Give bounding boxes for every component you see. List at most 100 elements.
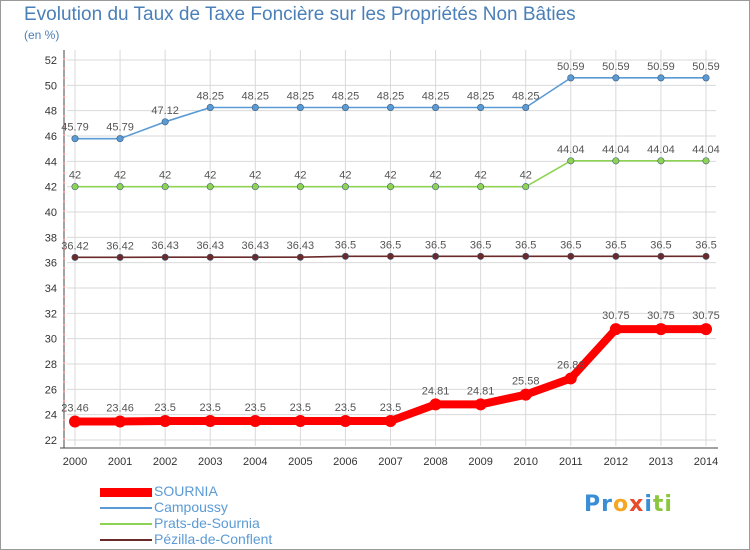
data-point-campoussy [341,104,349,112]
data-label-pezilla-de-conflent: 36.42 [61,240,89,252]
data-point-pezilla-de-conflent [341,252,349,260]
legend-swatch-sournia [100,488,152,497]
x-tick-label: 2002 [153,456,177,468]
data-point-sournia [294,415,307,427]
data-label-prats-de-sournia: 42 [159,170,171,182]
y-tick-label: 26 [45,384,57,396]
data-point-pezilla-de-conflent [612,252,620,260]
data-point-sournia [159,415,172,427]
proxiti-logo: Proxiti [584,492,673,517]
data-label-pezilla-de-conflent: 36.43 [287,240,315,252]
data-label-pezilla-de-conflent: 36.5 [560,239,581,251]
data-label-pezilla-de-conflent: 36.5 [605,239,626,251]
legend-swatch-pezilla-de-conflent [100,539,152,541]
x-tick-label: 2007 [378,456,402,468]
data-point-campoussy [206,104,214,112]
data-point-prats-de-sournia [432,183,440,191]
x-tick-label: 2012 [604,456,628,468]
data-label-pezilla-de-conflent: 36.5 [425,239,446,251]
data-label-campoussy: 50.59 [647,61,675,73]
data-point-prats-de-sournia [71,183,79,191]
data-point-prats-de-sournia [567,157,575,165]
data-label-prats-de-sournia: 44.04 [647,144,675,156]
data-label-sournia: 30.75 [602,310,630,322]
data-label-pezilla-de-conflent: 36.5 [695,239,716,251]
data-label-sournia: 30.75 [647,310,675,322]
chart-title: Evolution du Taux de Taxe Foncière sur l… [24,4,576,25]
data-label-pezilla-de-conflent: 36.42 [106,240,134,252]
legend-swatch-campoussy [100,507,152,509]
data-label-campoussy: 48.25 [196,91,224,103]
logo-letter: t [652,492,665,517]
data-point-sournia [339,415,352,427]
data-point-prats-de-sournia [341,183,349,191]
logo-letter: x [629,492,645,517]
data-point-pezilla-de-conflent [116,253,124,261]
series-lines [69,74,712,428]
data-label-pezilla-de-conflent: 36.43 [151,240,179,252]
y-tick-label: 34 [45,283,57,295]
y-tick-label: 52 [45,55,57,67]
data-point-campoussy [116,135,124,143]
data-label-sournia: 24.81 [422,385,450,397]
data-label-campoussy: 48.25 [512,91,540,103]
data-point-pezilla-de-conflent [567,252,575,260]
chart-unit-label: (en %) [24,28,60,42]
data-label-sournia: 23.5 [290,402,311,414]
data-point-prats-de-sournia [386,183,394,191]
data-label-campoussy: 50.59 [557,61,585,73]
data-label-prats-de-sournia: 42 [114,170,126,182]
data-point-pezilla-de-conflent [71,253,79,261]
logo-letter: r [601,492,613,517]
data-point-sournia [700,323,712,336]
logo-letter: i [664,492,673,517]
data-point-prats-de-sournia [657,157,665,165]
data-point-sournia [474,398,487,411]
data-point-prats-de-sournia [251,183,259,191]
data-point-sournia [384,415,397,427]
y-tick-label: 38 [45,232,57,244]
data-point-sournia [429,398,442,411]
data-label-prats-de-sournia: 44.04 [692,144,720,156]
data-point-pezilla-de-conflent [477,252,485,260]
x-tick-label: 2011 [559,456,583,468]
data-point-pezilla-de-conflent [251,253,259,261]
data-label-pezilla-de-conflent: 36.5 [650,239,671,251]
data-label-pezilla-de-conflent: 36.43 [196,240,224,252]
data-point-prats-de-sournia [116,183,124,191]
x-tick-label: 2014 [694,456,718,468]
x-tick-label: 2006 [333,456,357,468]
data-label-pezilla-de-conflent: 36.43 [242,240,270,252]
data-point-campoussy [432,104,440,112]
data-point-campoussy [251,104,259,112]
data-labels: 45.79 45.79 47.12 48.25 48.25 48.25 48.25 48.25… [61,61,720,415]
data-label-campoussy: 47.12 [151,105,179,117]
data-label-prats-de-sournia: 42 [69,170,81,182]
data-label-sournia: 23.5 [335,402,356,414]
data-point-sournia [519,388,532,401]
data-point-pezilla-de-conflent [161,253,169,261]
x-tick-label: 2009 [468,456,492,468]
data-point-sournia [609,323,622,336]
data-label-prats-de-sournia: 42 [204,170,216,182]
data-label-pezilla-de-conflent: 36.5 [515,239,536,251]
legend-label-pezilla-de-conflent: Pézilla-de-Conflent [154,531,273,547]
data-point-prats-de-sournia [612,157,620,165]
data-label-sournia: 25.58 [512,376,540,388]
data-label-campoussy: 48.25 [287,91,315,103]
data-label-campoussy: 45.79 [61,122,89,134]
data-label-pezilla-de-conflent: 36.5 [470,239,491,251]
legend-swatch-prats-de-sournia [100,523,152,525]
y-tick-label: 42 [45,182,57,194]
x-tick-label: 2001 [108,456,132,468]
data-point-pezilla-de-conflent [206,253,214,261]
data-point-campoussy [386,104,394,112]
y-tick-label: 30 [45,334,57,346]
data-point-pezilla-de-conflent [522,252,530,260]
data-label-prats-de-sournia: 42 [520,170,532,182]
x-tick-label: 2010 [513,456,537,468]
logo-letter: o [612,492,630,517]
x-tick-label: 2004 [243,456,267,468]
data-label-sournia: 23.5 [380,402,401,414]
